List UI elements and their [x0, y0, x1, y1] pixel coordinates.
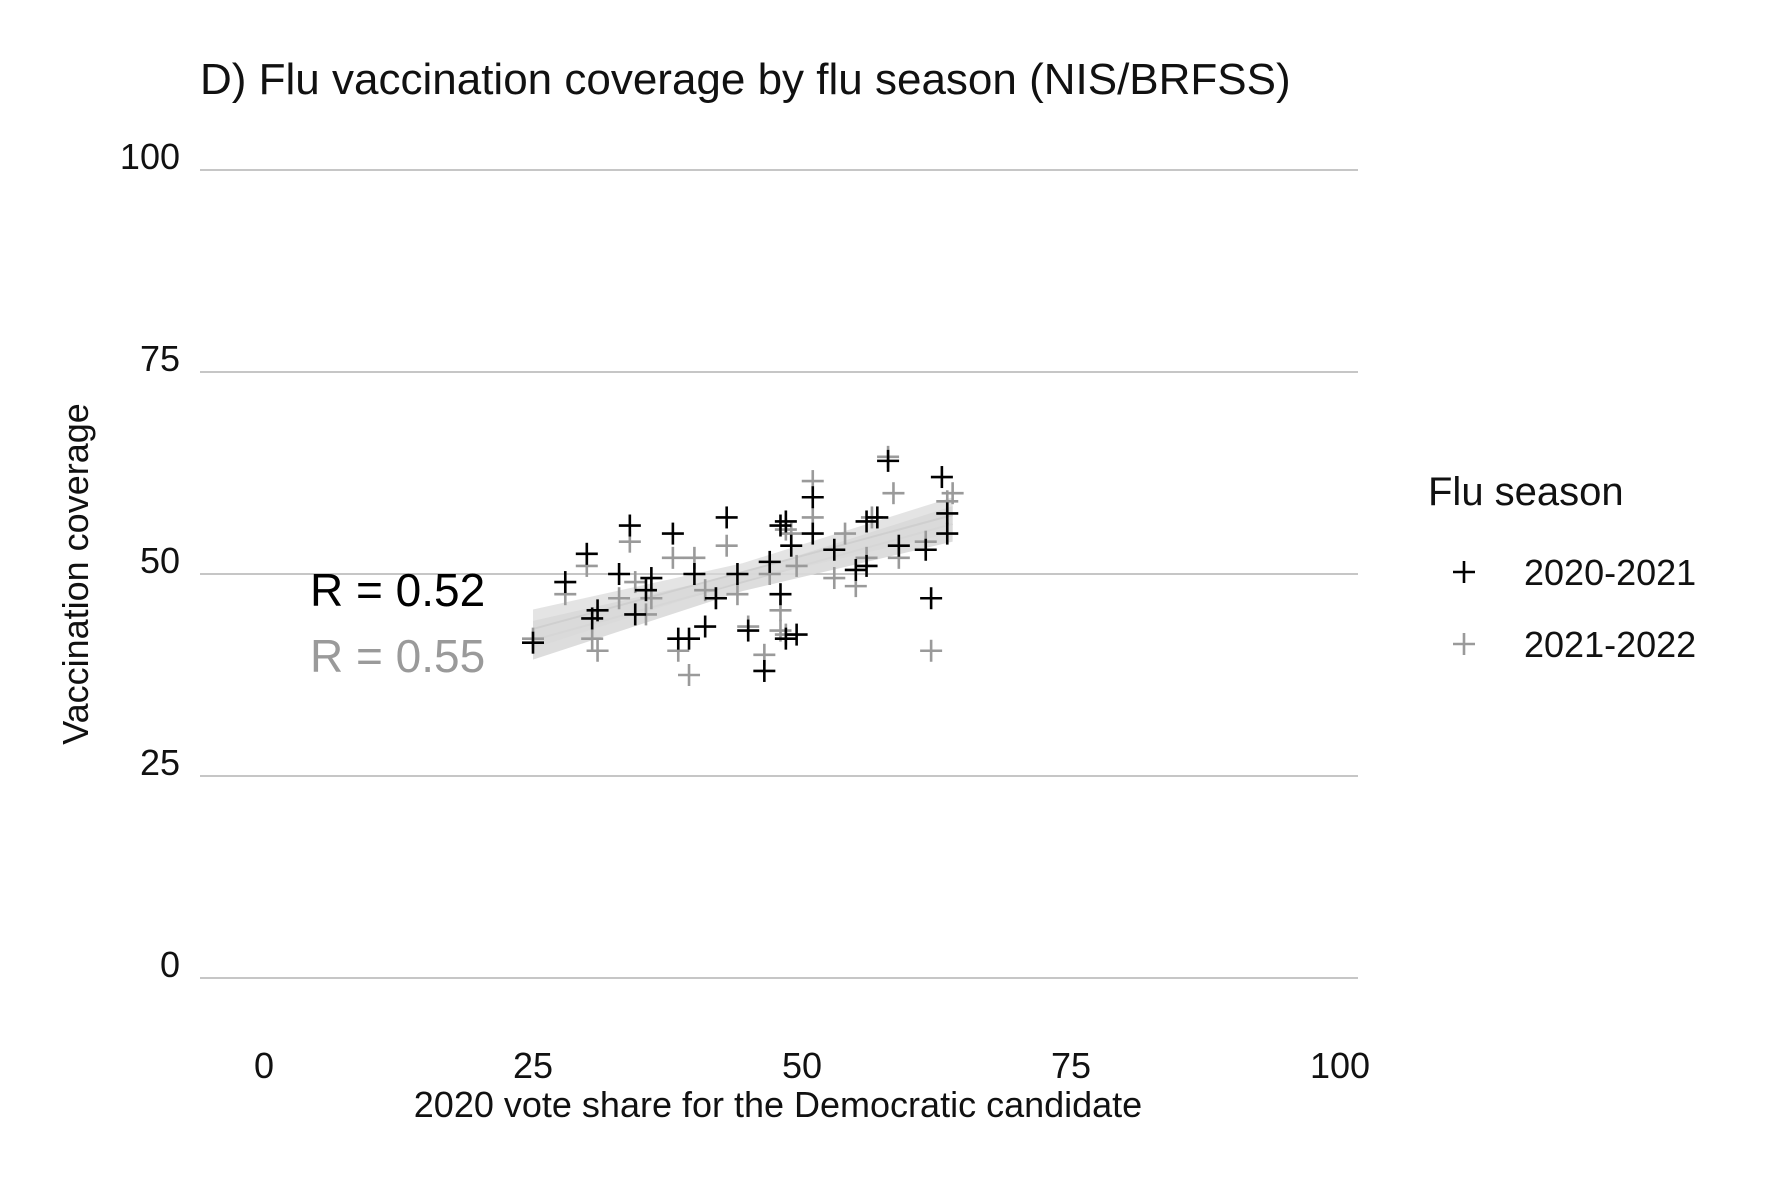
data-point — [769, 583, 792, 606]
data-point — [726, 583, 749, 606]
legend: Flu season 2020-2021 2021-2022 — [1428, 470, 1696, 665]
data-point — [785, 623, 808, 646]
chart-title: D) Flu vaccination coverage by flu seaso… — [200, 55, 1291, 104]
data-point — [774, 627, 797, 650]
y-tick-label: 50 — [140, 540, 180, 581]
x-tick-label: 0 — [254, 1045, 274, 1086]
data-point — [624, 603, 647, 626]
data-point — [554, 571, 577, 594]
correlation-label: R = 0.55 — [310, 630, 485, 682]
correlation-labels: R = 0.52 R = 0.55 — [310, 564, 485, 682]
data-point — [914, 538, 937, 561]
data-point — [855, 554, 878, 577]
y-axis-ticks: 0 25 50 75 100 — [120, 136, 180, 985]
data-point — [661, 522, 684, 545]
y-tick-label: 0 — [160, 944, 180, 985]
data-point — [678, 664, 701, 686]
legend-label: 2021-2022 — [1524, 624, 1696, 665]
correlation-label: R = 0.52 — [310, 564, 485, 616]
data-point — [704, 587, 727, 610]
y-tick-label: 25 — [140, 742, 180, 783]
x-tick-label: 75 — [1051, 1045, 1091, 1086]
legend-title: Flu season — [1428, 470, 1624, 514]
data-point — [780, 534, 803, 557]
data-point — [618, 514, 641, 537]
data-point — [823, 538, 846, 561]
data-point — [726, 563, 749, 585]
data-point — [737, 619, 760, 642]
data-point — [634, 579, 657, 602]
data-point — [608, 587, 631, 610]
x-axis-ticks: 0 25 50 75 100 — [254, 1045, 1370, 1086]
data-point — [581, 627, 604, 650]
data-points — [522, 445, 964, 686]
data-point — [801, 522, 824, 545]
data-point — [575, 542, 598, 565]
data-point — [941, 482, 964, 505]
data-point — [586, 599, 609, 622]
data-point — [855, 510, 878, 533]
data-point — [920, 587, 943, 610]
x-tick-label: 25 — [513, 1045, 553, 1086]
data-point — [882, 482, 905, 505]
x-tick-label: 50 — [782, 1045, 822, 1086]
data-point — [769, 514, 792, 537]
legend-key — [1453, 633, 1475, 655]
data-point — [877, 449, 900, 472]
trend-ribbons — [532, 497, 953, 660]
data-point — [661, 546, 684, 569]
data-point — [608, 563, 631, 585]
data-point — [522, 631, 544, 654]
data-point — [801, 486, 824, 509]
data-point — [753, 659, 776, 682]
data-point — [586, 639, 609, 662]
data-point — [866, 506, 889, 529]
data-point — [936, 502, 959, 525]
data-point — [694, 615, 717, 638]
legend-key — [1453, 561, 1475, 583]
data-point — [715, 534, 738, 557]
data-point — [785, 554, 808, 577]
y-tick-label: 100 — [120, 136, 180, 177]
data-point — [887, 534, 910, 557]
data-point — [774, 510, 797, 533]
x-tick-label: 100 — [1310, 1045, 1370, 1086]
data-point — [823, 567, 846, 590]
y-axis-label: Vaccination coverage — [55, 403, 96, 745]
data-point — [834, 522, 857, 545]
data-point — [678, 627, 701, 650]
data-point — [936, 522, 959, 545]
data-point — [920, 639, 943, 662]
legend-label: 2020-2021 — [1524, 552, 1696, 593]
x-axis-label: 2020 vote share for the Democratic candi… — [414, 1084, 1142, 1125]
trend-line — [532, 514, 953, 630]
data-point — [683, 563, 706, 585]
y-tick-label: 75 — [140, 338, 180, 379]
data-point — [844, 558, 867, 581]
data-point — [640, 567, 663, 590]
data-point — [758, 550, 781, 573]
data-point — [715, 506, 738, 529]
data-point — [930, 466, 953, 489]
